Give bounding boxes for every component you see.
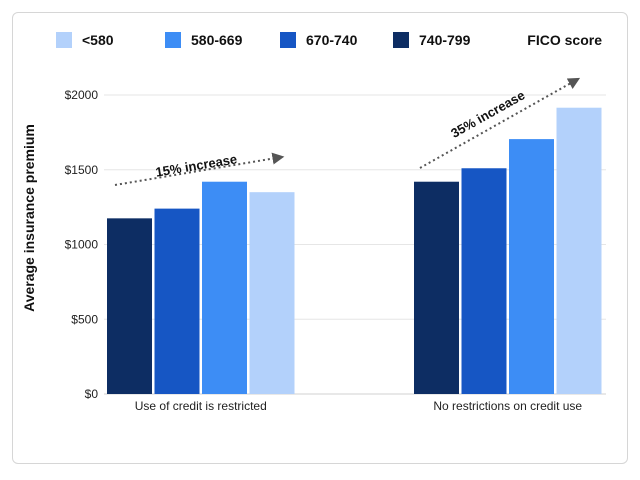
y-tick-label-4: $2000 — [65, 88, 99, 102]
legend-label-3: 740-799 — [419, 32, 471, 48]
y-axis-ticks: $0 $500 $1000 $1500 $2000 — [65, 88, 99, 401]
bars — [107, 107, 602, 395]
y-tick-label-1: $500 — [71, 312, 98, 326]
y-tick-label-0: $0 — [85, 387, 99, 401]
x-category-label-1: No restrictions on credit use — [433, 399, 582, 413]
bar-1-3 — [556, 107, 602, 395]
annotation-arrow-0 — [114, 152, 285, 186]
legend-swatch-0 — [56, 32, 72, 48]
bar-0-2 — [202, 181, 247, 394]
legend: <580 580-669 670-740 740-799 FICO score — [56, 32, 602, 48]
annotation-label-0: 15% increase — [154, 151, 238, 179]
x-category-label-0: Use of credit is restricted — [135, 399, 267, 413]
bar-0-3 — [249, 192, 295, 394]
bar-0-1 — [154, 208, 200, 394]
bar-0-0 — [107, 218, 152, 394]
legend-swatch-2 — [280, 32, 296, 48]
y-tick-label-2: $1000 — [65, 238, 99, 252]
y-axis-label: Average insurance premium — [21, 124, 37, 312]
legend-label-1: 580-669 — [191, 32, 243, 48]
legend-title: FICO score — [527, 32, 602, 48]
legend-label-0: <580 — [82, 32, 114, 48]
legend-label-2: 670-740 — [306, 32, 358, 48]
annotation-arrow-1 — [419, 77, 581, 169]
legend-swatch-1 — [165, 32, 181, 48]
y-tick-label-3: $1500 — [65, 163, 99, 177]
x-axis-categories: Use of credit is restricted No restrictio… — [135, 399, 583, 413]
bar-1-0 — [414, 181, 459, 394]
bar-1-2 — [509, 139, 554, 394]
legend-swatch-3 — [393, 32, 409, 48]
bar-1-1 — [461, 168, 507, 394]
